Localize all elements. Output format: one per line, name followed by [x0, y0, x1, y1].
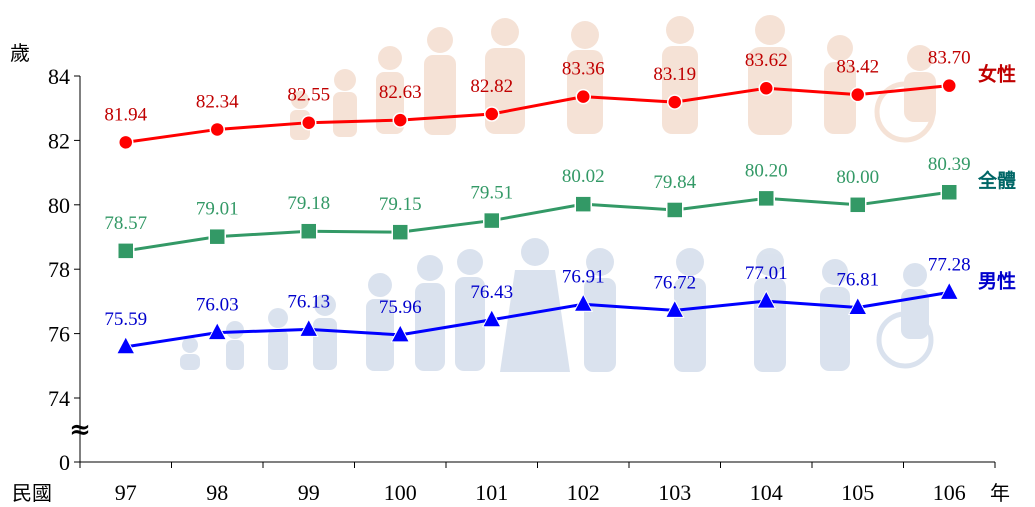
data-label-female: 82.55	[287, 85, 330, 106]
data-point-male	[207, 321, 228, 341]
x-tick-label: 106	[933, 480, 966, 505]
data-label-total: 79.01	[196, 199, 239, 220]
data-point-male	[847, 296, 868, 316]
data-label-male: 75.96	[379, 297, 422, 318]
x-tick-label: 98	[206, 480, 228, 505]
data-point-male	[573, 293, 594, 312]
series-male: 75.59 76.03 76.13 75.96 76.43 76.91 76.72 77.01…	[104, 254, 1016, 355]
data-label-total: 79.51	[470, 183, 513, 204]
data-label-male: 76.03	[196, 295, 239, 316]
data-label-female: 82.34	[196, 91, 239, 112]
y-axis-unit-label: 歲	[10, 41, 30, 65]
data-point-male	[756, 290, 777, 309]
data-point-female	[392, 112, 408, 128]
data-label-total: 80.00	[836, 167, 879, 188]
data-point-female	[118, 134, 134, 151]
data-point-total	[940, 183, 958, 201]
x-tick-label: 97	[115, 480, 137, 505]
data-label-male: 76.91	[562, 266, 605, 287]
series-name-female: 女性	[978, 63, 1016, 86]
x-axis-suffix-label: 年	[990, 481, 1010, 505]
y-tick-label: 76	[48, 322, 70, 347]
data-label-female: 83.70	[928, 48, 971, 69]
female-silhouettes-decoration	[290, 15, 936, 143]
data-label-female: 83.62	[745, 50, 788, 71]
data-label-female: 83.19	[653, 64, 696, 85]
x-tick-label: 100	[384, 480, 417, 505]
data-point-total	[117, 242, 135, 260]
data-point-total	[666, 201, 684, 219]
x-tick-label: 101	[475, 480, 508, 505]
data-label-male: 75.59	[104, 309, 147, 330]
data-point-total	[849, 196, 867, 214]
y-tick-label: 0	[59, 450, 70, 475]
series-female: 81.94 82.34 82.55 82.63 82.82 83.36 83.19 83.62…	[104, 48, 1016, 151]
data-label-male: 76.43	[470, 282, 513, 303]
data-label-female: 82.63	[379, 82, 422, 103]
x-tick-label: 105	[841, 480, 874, 505]
data-label-total: 80.20	[745, 160, 788, 181]
series-line-male	[125, 290, 950, 349]
data-point-male	[939, 281, 960, 300]
data-label-female: 83.42	[836, 57, 879, 78]
data-point-total	[300, 222, 318, 240]
data-label-total: 80.39	[928, 154, 971, 175]
data-point-male	[481, 308, 502, 328]
data-label-female: 82.82	[470, 76, 513, 97]
data-point-female	[575, 88, 591, 105]
series-name-male: 男性	[978, 269, 1016, 292]
x-axis-ticks: 97 98 99 100 101 102 103 104 105 106	[79, 462, 996, 505]
y-tick-label: 84	[48, 64, 70, 89]
series-line-total	[125, 190, 950, 253]
data-point-total	[483, 211, 501, 230]
data-label-female: 81.94	[104, 104, 147, 125]
y-tick-label: 74	[48, 386, 70, 411]
data-label-female: 83.36	[562, 59, 605, 80]
data-label-male: 76.81	[836, 270, 879, 291]
data-label-total: 78.57	[104, 213, 147, 234]
data-point-total	[757, 189, 775, 208]
data-point-total	[208, 227, 226, 246]
data-point-female	[667, 94, 683, 110]
y-tick-label: 82	[48, 128, 70, 153]
axis-break-symbol: ≈	[69, 415, 91, 445]
data-point-female	[850, 86, 866, 103]
data-label-total: 79.84	[653, 172, 696, 193]
data-point-female	[758, 80, 774, 96]
series-name-total: 全體	[977, 169, 1016, 192]
x-tick-label: 102	[567, 480, 600, 505]
data-point-female	[301, 114, 317, 131]
x-tick-label: 103	[658, 480, 691, 505]
y-axis-ticks: 0 74 76 78 80 82 84	[48, 64, 80, 475]
data-point-female	[484, 106, 500, 122]
data-label-total: 80.02	[562, 166, 605, 187]
x-tick-label: 99	[298, 480, 320, 505]
data-label-male: 76.13	[287, 291, 330, 312]
data-label-male: 76.72	[653, 272, 696, 293]
series-layer: 81.94 82.34 82.55 82.63 82.82 83.36 83.19 83.62…	[104, 48, 1016, 355]
data-point-male	[664, 299, 685, 318]
x-tick-label: 104	[750, 480, 783, 505]
data-point-female	[209, 121, 225, 138]
y-tick-label: 80	[48, 193, 70, 218]
data-point-male	[115, 335, 136, 355]
data-point-total	[391, 223, 409, 241]
series-total: 78.57 79.01 79.18 79.15 79.51 80.02 79.84 80.20…	[104, 154, 1016, 260]
data-label-total: 79.15	[379, 194, 422, 215]
data-label-male: 77.28	[928, 254, 971, 275]
data-label-total: 79.18	[287, 193, 330, 214]
x-axis-prefix-label: 民國	[12, 481, 52, 505]
data-point-female	[941, 77, 957, 94]
data-point-male	[298, 318, 319, 337]
data-point-total	[574, 195, 592, 213]
y-tick-label: 78	[48, 257, 70, 282]
data-label-male: 77.01	[745, 263, 788, 284]
series-line-female	[125, 84, 950, 144]
data-point-male	[390, 323, 411, 343]
